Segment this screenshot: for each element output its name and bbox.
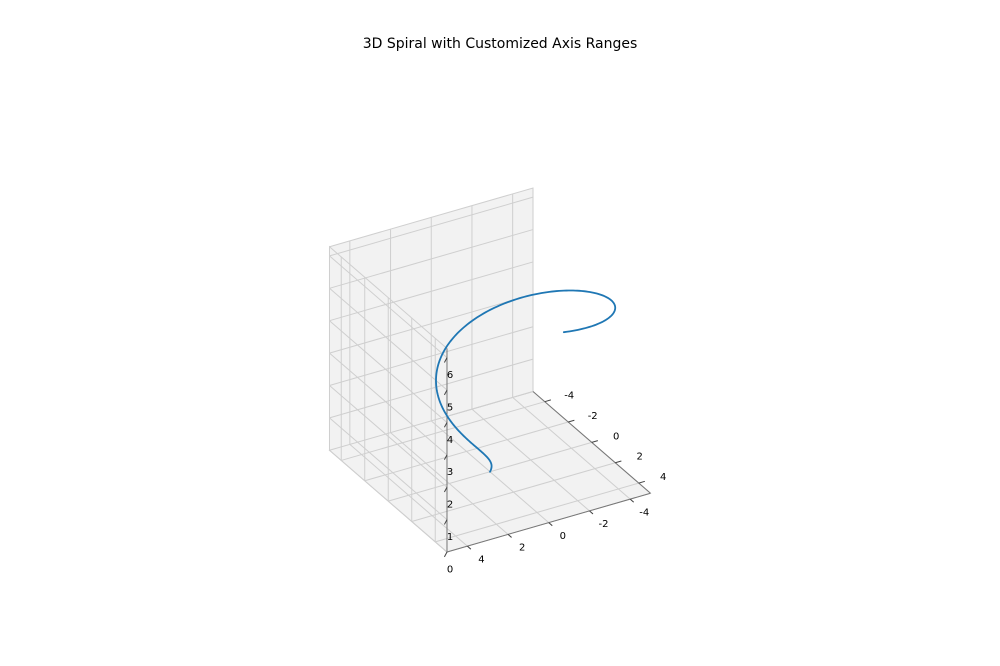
z-tick-label: 5 [447, 402, 453, 413]
y-tick-label: 0 [560, 531, 566, 542]
z-tick-label: 4 [447, 435, 453, 446]
x-tick-label: -4 [564, 391, 574, 402]
x-tick-label: 0 [613, 431, 619, 442]
x-tick-label: 4 [660, 472, 666, 483]
chart-stage: 3D Spiral with Customized Axis Ranges -4… [0, 0, 1000, 666]
z-tick-label: 0 [447, 564, 453, 575]
z-tick-label: 6 [447, 370, 453, 381]
x-tick-label: -2 [588, 411, 598, 422]
y-tick-label: -2 [599, 519, 609, 530]
y-tick-label: -4 [639, 507, 649, 518]
chart-canvas: -4 -2 0 2 4 -4 -2 0 2 4 0 1 2 3 4 5 6 [0, 0, 1000, 666]
x-tick-label: 2 [636, 452, 642, 463]
z-tick-label: 3 [447, 467, 453, 478]
z-tick-label: 2 [447, 500, 453, 511]
y-tick-label: 4 [478, 554, 484, 565]
y-tick-label: 2 [519, 543, 525, 554]
z-tick-label: 1 [447, 532, 453, 543]
